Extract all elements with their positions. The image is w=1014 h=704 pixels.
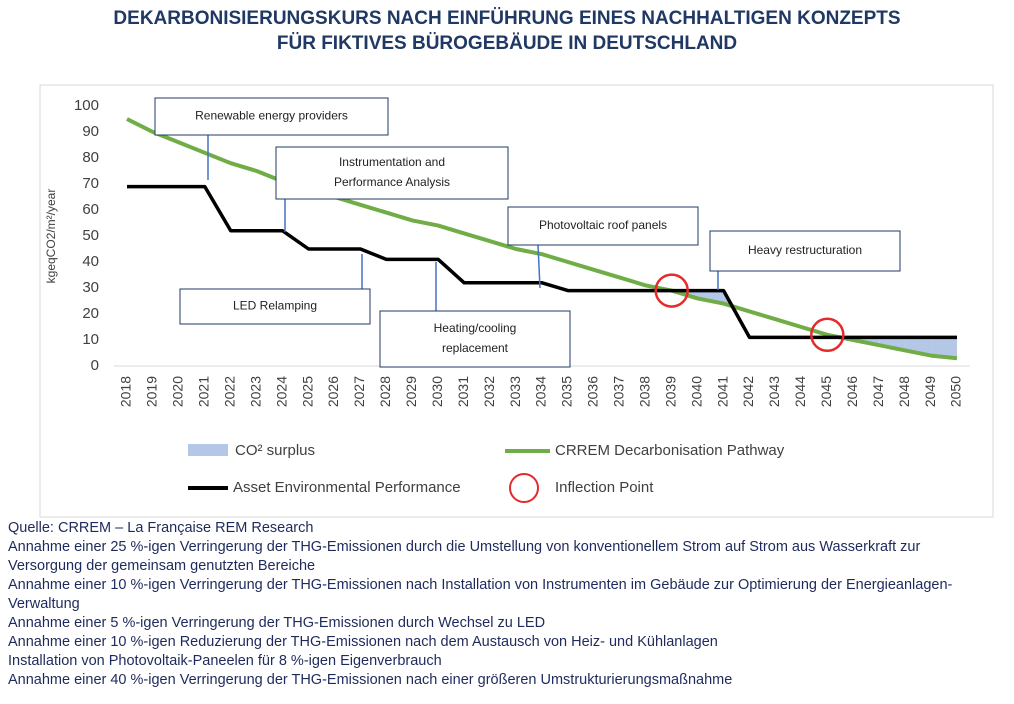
x-tick-label: 2036 [585,376,601,407]
y-tick-label: 70 [82,175,99,192]
annotation-text: Instrumentation and [339,155,445,169]
x-tick-label: 2021 [196,376,212,407]
x-tick-label: 2032 [481,376,497,407]
notes: Quelle: CRREM – La Française REM Researc… [8,519,998,690]
x-tick-label: 2022 [221,376,237,407]
x-tick-label: 2026 [325,376,341,407]
x-tick-label: 2038 [636,376,652,407]
y-tick-label: 50 [82,227,99,244]
x-tick-label: 2031 [455,376,471,407]
x-tick-label: 2049 [922,376,938,407]
y-tick-label: 0 [91,357,99,374]
legend-label: CO² surplus [235,442,315,459]
x-tick-label: 2030 [429,376,445,407]
x-tick-label: 2050 [948,376,964,407]
surplus-area [931,337,957,359]
note: Installation von Photovoltaik-Paneelen f… [8,653,442,669]
annotation-text: Performance Analysis [334,175,450,189]
title: DEKARBONISIERUNGSKURS NACH EINFÜHRUNG EI… [0,6,1014,56]
title-line: FÜR FIKTIVES BÜROGEBÄUDE IN DEUTSCHLAND [276,33,738,54]
y-tick-label: 90 [82,123,99,140]
annotation-text: Heavy restructuration [748,243,862,257]
x-tick-label: 2044 [792,376,808,407]
x-tick-label: 2033 [507,376,523,407]
x-tick-label: 2027 [351,376,367,407]
annotation-text: replacement [442,341,509,355]
x-tick-label: 2028 [377,376,393,407]
note: Quelle: CRREM – La Française REM Researc… [8,520,314,536]
annotation-box [379,310,571,368]
inflection-point [810,317,845,353]
x-tick-label: 2046 [844,376,860,407]
x-tick-label: 2039 [662,376,678,407]
legend-swatch [188,444,228,456]
x-tick-label: 2024 [273,376,289,407]
x-tick-label: 2035 [559,376,575,407]
y-tick-label: 100 [74,97,99,114]
y-tick-label: 40 [82,253,99,270]
x-tick-label: 2025 [299,376,315,407]
x-tick-label: 2045 [818,376,834,407]
inflection-point [654,273,689,308]
legend-label: Inflection Point [555,479,654,496]
x-tick-label: 2018 [118,376,134,407]
y-tick-label: 30 [82,279,99,296]
x-tick-label: 2048 [896,376,912,407]
annotation-text: Photovoltaic roof panels [539,218,667,232]
x-tick-label: 2037 [611,376,627,407]
note: Annahme einer 5 %-igen Verringerung der … [8,615,546,631]
annotation-box [275,146,509,200]
legend-label: CRREM Decarbonisation Pathway [555,442,785,459]
title-line: DEKARBONISIERUNGSKURS NACH EINFÜHRUNG EI… [113,8,901,29]
note: Annahme einer 10 %-igen Reduzierung der … [8,634,718,650]
annotation-pointer [537,244,541,289]
annotation-box [507,206,699,246]
x-tick-label: 2041 [714,376,730,407]
y-tick-label: 60 [82,201,99,218]
series-line [126,117,958,361]
x-tick-label: 2040 [688,376,704,407]
x-tick-label: 2020 [170,376,186,407]
x-tick-label: 2023 [247,376,263,407]
y-tick-label: 10 [82,331,99,348]
note: Annahme einer 25 %-igen Verringerung der… [8,539,921,574]
x-tick-label: 2043 [766,376,782,407]
y-tick-label: 80 [82,149,99,166]
x-tick-label: 2047 [870,376,886,407]
x-tick-label: 2029 [403,376,419,407]
y-tick-label: 20 [82,305,99,322]
annotation-box [179,288,371,325]
legend-label: Asset Environmental Performance [233,479,461,496]
annotation-box [709,230,901,272]
annotation-text: Heating/cooling [434,321,517,335]
x-tick-label: 2019 [144,376,160,407]
annotation-text: Renewable energy providers [195,109,348,123]
annotation-box [154,97,389,136]
series-line [127,184,957,340]
note: Annahme einer 10 %-igen Verringerung der… [8,577,953,612]
y-axis-label: kgeqCO2/m²/year [44,189,58,284]
x-tick-label: 2034 [533,376,549,407]
annotation-text: LED Relamping [233,299,317,313]
note: Annahme einer 40 %-igen Verringerung der… [8,672,733,688]
legend-swatch [509,473,539,503]
x-tick-label: 2042 [740,376,756,407]
